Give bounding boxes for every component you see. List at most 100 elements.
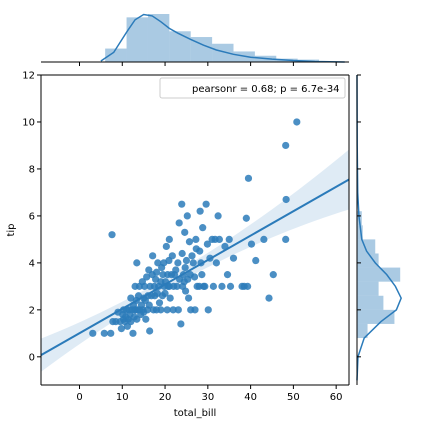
y-hist-bar <box>357 309 395 324</box>
data-point <box>174 259 182 267</box>
data-point <box>169 306 177 314</box>
data-point <box>204 306 212 314</box>
data-point <box>157 306 165 314</box>
data-point <box>202 200 210 208</box>
x-tick-label: 30 <box>201 392 214 403</box>
data-point <box>142 315 150 323</box>
data-point <box>174 306 182 314</box>
data-point <box>168 252 176 260</box>
data-point <box>100 329 108 337</box>
data-point <box>163 306 171 314</box>
data-point <box>182 256 191 265</box>
data-point <box>282 141 290 150</box>
x-axis-label: total_bill <box>174 408 217 419</box>
y-tick-label: 12 <box>22 71 35 82</box>
data-point <box>190 273 199 281</box>
data-point <box>218 282 226 290</box>
legend: pearsonr = 0.68; p = 6.7e-34 <box>159 77 346 99</box>
y-hist-bar <box>357 323 368 339</box>
data-point <box>225 235 233 243</box>
y-hist-bar <box>357 295 384 310</box>
y-marginal-histogram <box>356 74 402 381</box>
data-point <box>201 282 209 290</box>
data-point <box>173 282 181 290</box>
data-point <box>181 228 189 236</box>
data-point <box>140 282 149 290</box>
y-hist-bar <box>357 253 379 268</box>
data-point <box>226 282 235 290</box>
y-tick-label: 2 <box>29 305 35 316</box>
data-point <box>282 195 290 204</box>
data-point <box>209 282 217 290</box>
y-tick-label: 10 <box>22 117 35 128</box>
data-point <box>215 235 223 243</box>
data-point <box>175 219 183 227</box>
data-point <box>244 174 253 182</box>
data-point <box>108 231 116 239</box>
data-point <box>129 329 137 337</box>
x-tick-label: 10 <box>116 392 129 403</box>
data-point <box>166 294 174 302</box>
data-point <box>252 256 260 265</box>
y-tick-label: 8 <box>29 164 35 175</box>
y-hist-bar <box>357 239 376 254</box>
y-axis-label: tip <box>6 223 17 236</box>
data-point <box>181 287 190 295</box>
data-point <box>178 249 186 258</box>
data-point <box>107 329 115 337</box>
data-point <box>152 268 161 276</box>
y-tick-label: 6 <box>29 211 35 222</box>
data-point <box>212 259 220 267</box>
confidence-band <box>41 149 349 372</box>
data-point <box>199 224 207 232</box>
data-point <box>282 235 290 243</box>
data-point <box>165 235 173 243</box>
x-marginal-histogram <box>79 13 345 66</box>
scatter-plot-area <box>40 118 350 372</box>
y-tick-label: 4 <box>29 258 35 269</box>
data-point <box>244 282 252 290</box>
legend-annotation: pearsonr = 0.68; p = 6.7e-34 <box>192 84 340 95</box>
x-hist-bar <box>190 37 213 62</box>
data-point <box>189 259 197 267</box>
data-point <box>127 294 135 302</box>
data-point <box>146 327 154 335</box>
x-hist-bar <box>169 31 191 62</box>
data-point <box>191 306 199 314</box>
data-point <box>196 247 204 255</box>
data-point <box>265 294 273 302</box>
data-point <box>117 325 126 333</box>
x-hist-bar <box>147 14 170 62</box>
y-hist-bar <box>357 267 401 282</box>
data-point <box>185 238 194 246</box>
scatter-points <box>89 118 301 337</box>
data-point <box>196 207 204 215</box>
data-point <box>184 294 193 302</box>
regression-line-path <box>40 178 350 357</box>
data-point <box>269 271 277 279</box>
data-point <box>229 254 238 262</box>
x-tick-label: 0 <box>76 392 82 403</box>
data-point <box>155 299 164 307</box>
x-tick-label: 20 <box>159 392 172 403</box>
y-hist-bar <box>357 281 379 296</box>
data-point <box>172 266 180 274</box>
y-ticks: 0 2 4 6 8 10 12 <box>22 71 41 363</box>
y-tick-label: 0 <box>29 352 35 363</box>
data-point <box>198 271 206 279</box>
data-point <box>183 212 191 220</box>
data-point <box>89 329 97 337</box>
data-point <box>133 259 141 267</box>
x-kde-curve <box>100 13 345 63</box>
data-point <box>223 271 232 279</box>
regression-confidence-band <box>41 149 349 372</box>
data-point <box>162 242 170 251</box>
x-tick-label: 50 <box>287 392 300 403</box>
x-tick-label: 40 <box>244 392 257 403</box>
y-hist-bar <box>357 225 363 240</box>
y-kde-curve <box>356 74 402 381</box>
x-tick-label: 60 <box>330 392 343 403</box>
data-point <box>149 252 157 260</box>
data-point <box>242 214 250 222</box>
x-hist-bar <box>105 48 127 62</box>
